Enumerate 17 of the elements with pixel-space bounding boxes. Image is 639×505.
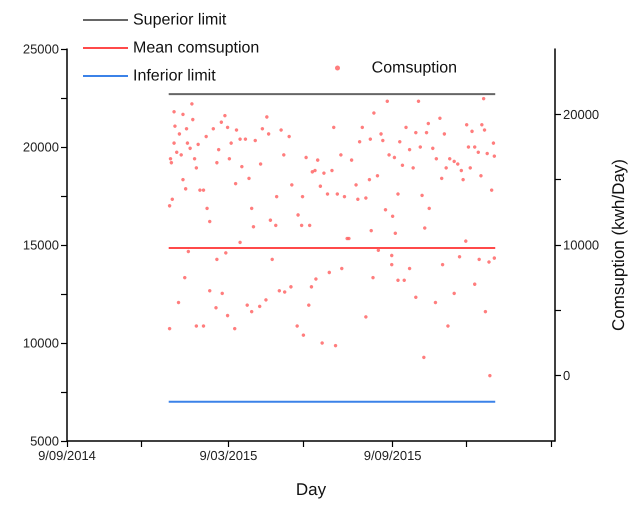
y-tick-label: 5000 bbox=[30, 434, 59, 448]
x-tick-label: 9/03/2015 bbox=[200, 448, 258, 463]
legend-label: Mean comsuption bbox=[133, 40, 260, 56]
x-tick-label: 9/09/2015 bbox=[364, 448, 422, 463]
y-tick-label: 25000 bbox=[22, 42, 59, 56]
legend-label: Superior limit bbox=[133, 12, 227, 28]
x-tick-label: 9/09/2014 bbox=[38, 448, 96, 463]
legend-label: Inferior limit bbox=[133, 68, 216, 84]
y-tick-label: 20000 bbox=[22, 140, 59, 154]
x-axis-title: Day bbox=[296, 480, 327, 499]
y2-tick-label: 0 bbox=[563, 368, 570, 384]
legend-label: Comsuption bbox=[345, 60, 458, 76]
y2-axis-title: Comsuption (kwh/Day) bbox=[609, 159, 628, 331]
y-tick-label: 15000 bbox=[22, 238, 59, 252]
y-tick-label: 10000 bbox=[22, 336, 59, 350]
y2-tick-label: 20000 bbox=[563, 106, 600, 122]
y2-tick-label: 10000 bbox=[563, 238, 600, 252]
